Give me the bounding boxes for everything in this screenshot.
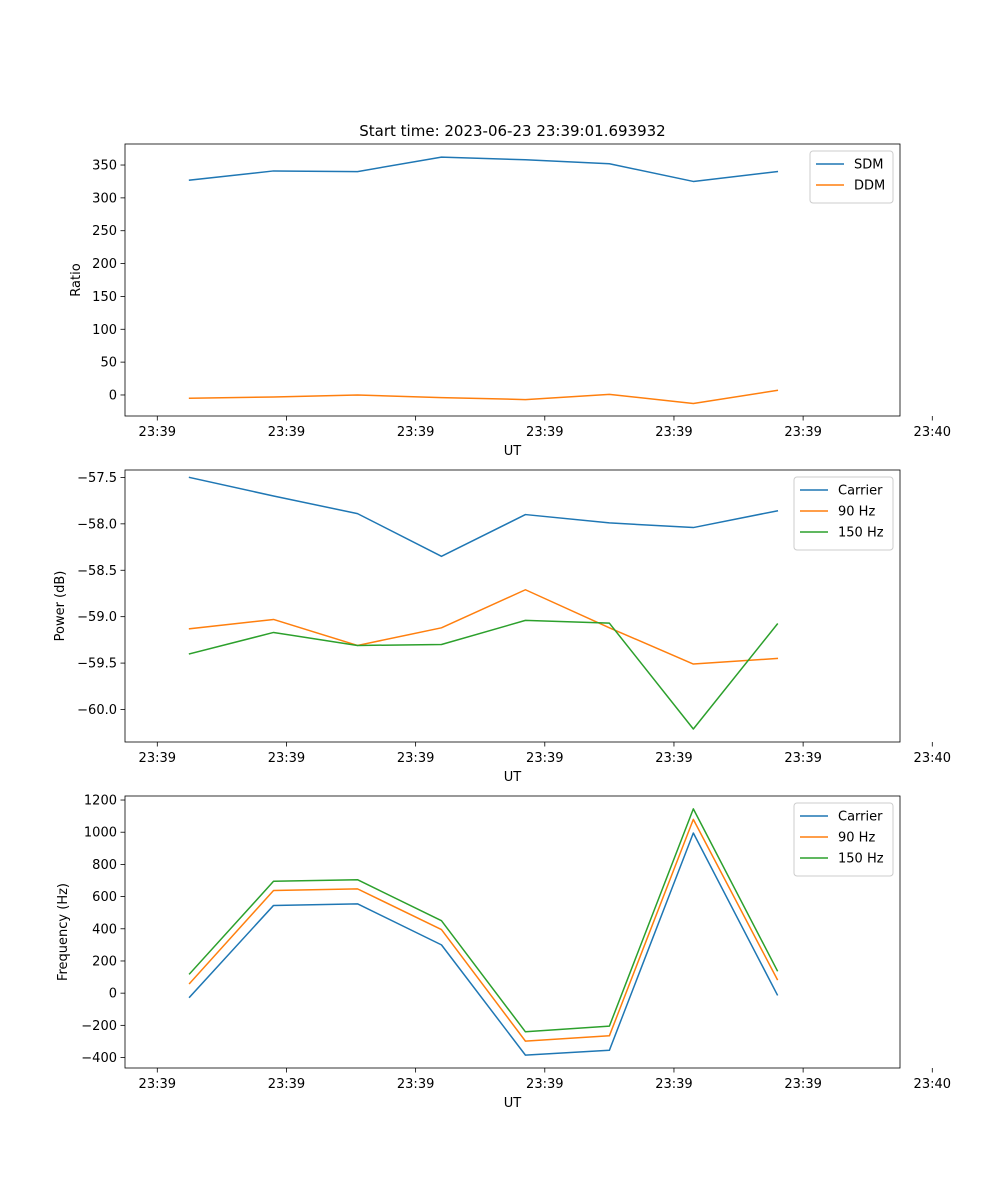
x-tick-label: 23:39 [268, 751, 305, 766]
series-line-carrier [188, 832, 779, 1056]
x-tick-label: 23:39 [139, 1077, 176, 1092]
x-axis-label: UT [504, 444, 522, 459]
series-line-sdm [188, 156, 779, 183]
x-tick-label: 23:39 [268, 1077, 305, 1092]
legend-label: 150 Hz [838, 526, 884, 541]
x-tick-label: 23:39 [268, 425, 305, 440]
x-tick-label: 23:39 [784, 1077, 821, 1092]
x-tick-label: 23:39 [655, 751, 692, 766]
series-line-150-hz [188, 619, 779, 730]
y-tick-label: 1200 [84, 794, 117, 809]
y-tick-label: 800 [92, 858, 117, 873]
y-tick-label: −59.5 [77, 657, 117, 672]
y-tick-label: −200 [81, 1019, 117, 1034]
legend-label: 90 Hz [838, 505, 875, 520]
legend-label: Carrier [838, 484, 883, 499]
y-tick-label: 100 [92, 323, 117, 338]
y-tick-label: 50 [100, 356, 117, 371]
x-tick-label: 23:40 [914, 751, 951, 766]
x-tick-label: 23:39 [526, 425, 563, 440]
y-tick-label: 0 [109, 388, 117, 403]
x-tick-label: 23:39 [655, 1077, 692, 1092]
y-axis-label: Power (dB) [53, 571, 68, 642]
y-tick-label: 0 [109, 987, 117, 1002]
axes-frame [124, 795, 901, 1069]
power-panel: 23:39 23:39 23:39 23:39 23:39 23:39 23:40 −60.0… [53, 469, 951, 785]
x-tick-label: 23:39 [526, 1077, 563, 1092]
x-tick-label: 23:39 [397, 751, 434, 766]
y-tick-label: −58.5 [77, 564, 117, 579]
legend-label: DDM [854, 179, 885, 194]
y-tick-label: 250 [92, 224, 117, 239]
y-tick-label: 1000 [84, 826, 117, 841]
y-tick-label: 350 [92, 159, 117, 174]
y-tick-label: −400 [81, 1051, 117, 1066]
x-tick-label: 23:39 [397, 1077, 434, 1092]
y-tick-label: −58.0 [77, 517, 117, 532]
frequency-panel: 23:39 23:39 23:39 23:39 23:39 23:39 23:40 −400 −… [56, 794, 951, 1111]
x-tick-label: 23:39 [526, 751, 563, 766]
x-axis-label: UT [504, 770, 522, 785]
legend: SDM DDM [809, 150, 894, 204]
series-line-90-hz [188, 589, 779, 665]
ratio-panel: 23:39 23:39 23:39 23:39 23:39 23:39 23:40 0 50 10… [69, 143, 951, 459]
y-tick-label: −59.0 [77, 610, 117, 625]
series-line-150-hz [188, 808, 779, 1033]
y-tick-label: 200 [92, 257, 117, 272]
y-tick-label: 150 [92, 290, 117, 305]
legend: Carrier 90 Hz 150 Hz [793, 802, 894, 877]
legend-label: 150 Hz [838, 852, 884, 867]
x-tick-label: 23:39 [784, 425, 821, 440]
y-tick-label: 300 [92, 191, 117, 206]
legend-label: SDM [854, 158, 883, 173]
axes-frame [124, 143, 901, 417]
x-tick-label: 23:40 [914, 1077, 951, 1092]
y-tick-label: 200 [92, 954, 117, 969]
y-tick-label: −57.5 [77, 471, 117, 486]
series-line-carrier [188, 476, 779, 558]
axes-frame [124, 469, 901, 743]
y-tick-label: −60.0 [77, 703, 117, 718]
y-tick-label: 600 [92, 890, 117, 905]
x-tick-label: 23:39 [784, 751, 821, 766]
legend-label: 90 Hz [838, 831, 875, 846]
x-tick-label: 23:39 [139, 425, 176, 440]
x-tick-label: 23:39 [139, 751, 176, 766]
x-tick-label: 23:39 [655, 425, 692, 440]
legend: Carrier 90 Hz 150 Hz [793, 476, 894, 551]
series-line-ddm [188, 389, 779, 405]
x-axis-label: UT [504, 1096, 522, 1111]
x-tick-label: 23:39 [397, 425, 434, 440]
y-axis-label: Frequency (Hz) [56, 883, 71, 981]
x-tick-label: 23:40 [914, 425, 951, 440]
y-tick-label: 400 [92, 922, 117, 937]
legend-label: Carrier [838, 810, 883, 825]
series-line-90-hz [188, 818, 779, 1042]
figure-title: Start time: 2023-06-23 23:39:01.693932 [359, 122, 665, 140]
y-axis-label: Ratio [69, 263, 84, 296]
